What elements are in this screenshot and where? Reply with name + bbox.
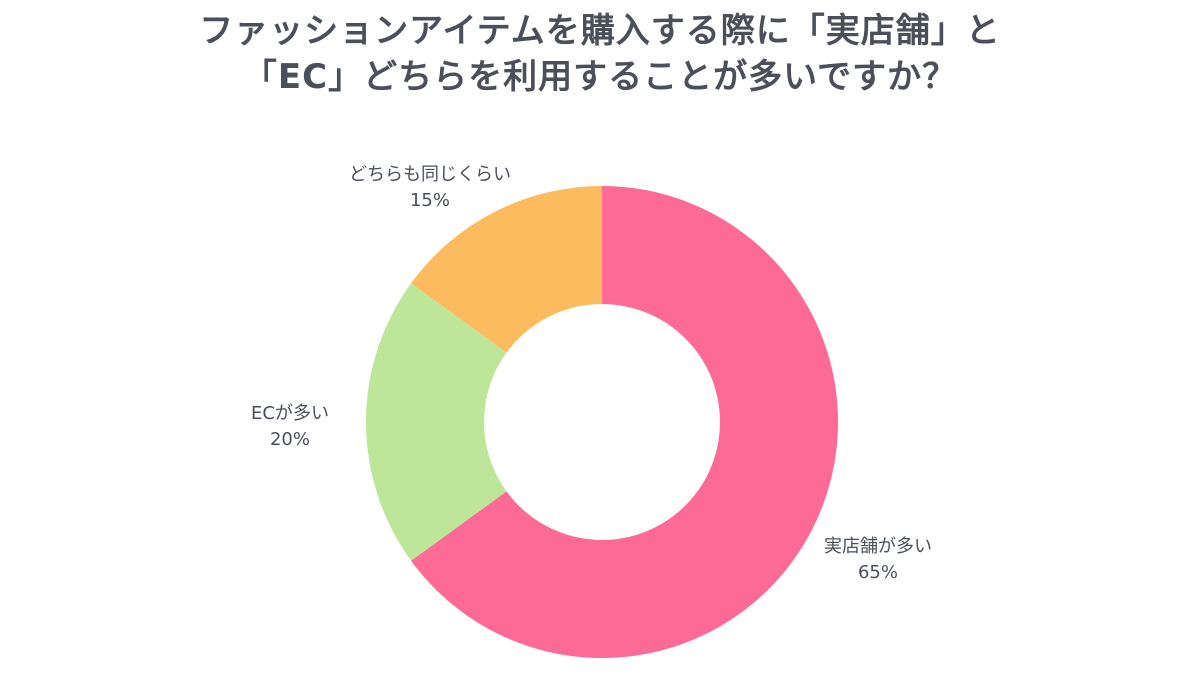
- chart-title-line-2: 「EC」どちらを利用することが多いですか？: [242, 57, 958, 97]
- slice-label-2: どちらも同じくらい: [349, 164, 511, 185]
- slice-label-0: 実店舗が多い: [824, 536, 932, 557]
- slice-labels: 実店舗が多い 65% ECが多い 20% どちらも同じくらい 15%: [251, 164, 932, 583]
- chart-title: ファッションアイテムを購入する際に「実店舗」と 「EC」どちらを利用することが多…: [0, 8, 1200, 100]
- slice-0: [411, 186, 838, 658]
- donut-slices: [366, 186, 838, 658]
- slice-2: [411, 186, 602, 353]
- slice-value-label-2: 15%: [410, 190, 450, 211]
- slice-value-label-1: 20%: [270, 429, 310, 450]
- slice-value-label-0: 65%: [858, 562, 898, 583]
- slice-1: [366, 283, 507, 561]
- slice-label-1: ECが多い: [251, 403, 329, 424]
- chart-title-line-1: ファッションアイテムを購入する際に「実店舗」と: [199, 11, 1001, 51]
